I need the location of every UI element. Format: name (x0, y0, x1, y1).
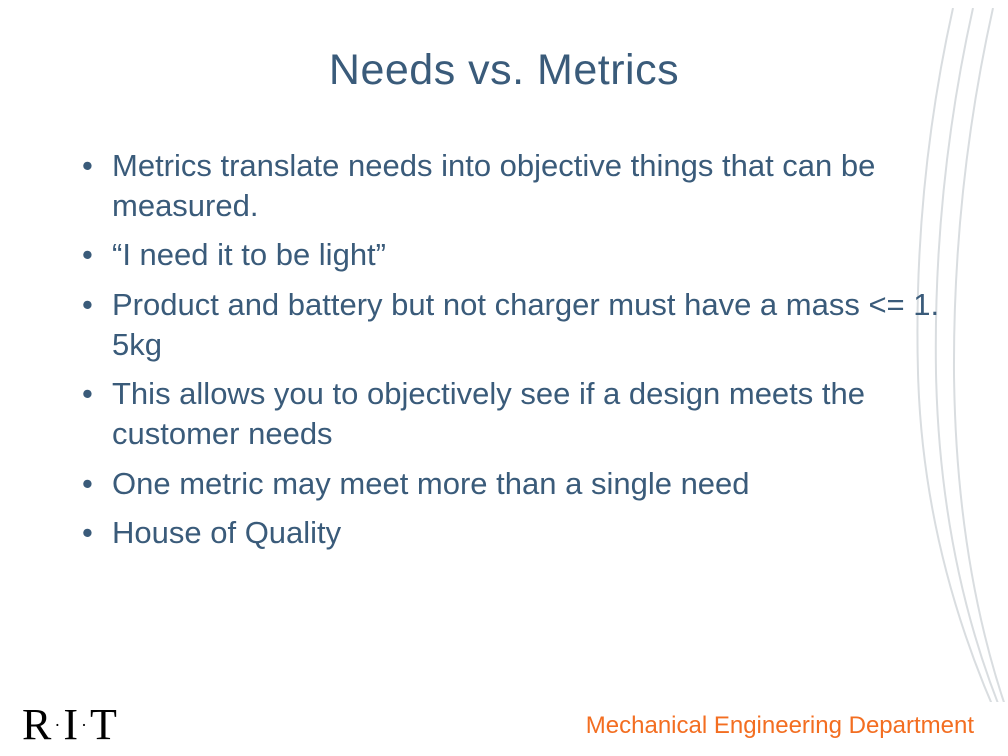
bullet-list: Metrics translate needs into objective t… (72, 146, 942, 563)
bullet-item: “I need it to be light” (72, 235, 942, 275)
logo-letter: R (22, 700, 52, 749)
bullet-item: House of Quality (72, 513, 942, 553)
department-label: Mechanical Engineering Department (586, 712, 974, 740)
logo-separator: · (79, 715, 90, 735)
slide: Needs vs. Metrics Metrics translate need… (0, 0, 1008, 756)
logo-separator: · (52, 715, 63, 735)
slide-title: Needs vs. Metrics (0, 46, 1008, 95)
bullet-item: Metrics translate needs into objective t… (72, 146, 942, 225)
bullet-item: Product and battery but not charger must… (72, 285, 942, 364)
logo-letter: I (63, 700, 79, 749)
rit-logo: R·I·T (22, 699, 118, 750)
bullet-item: One metric may meet more than a single n… (72, 464, 942, 504)
bullet-item: This allows you to objectively see if a … (72, 374, 942, 453)
logo-letter: T (90, 700, 118, 749)
footer: R·I·T Mechanical Engineering Department (0, 702, 1008, 756)
